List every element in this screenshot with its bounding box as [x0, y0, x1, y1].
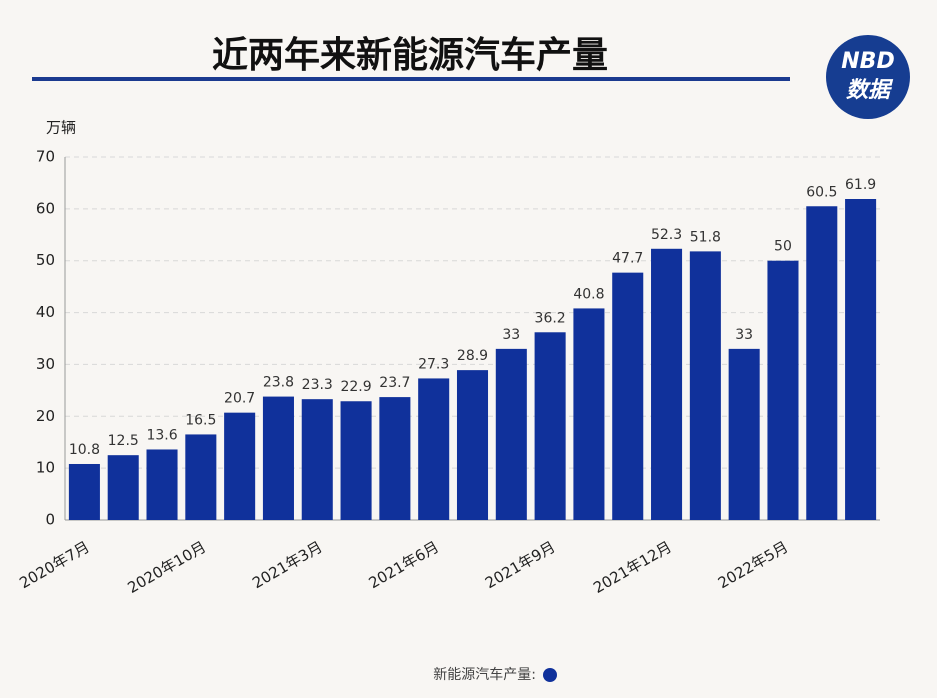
y-tick-label: 60 [36, 199, 55, 217]
value-label: 51.8 [690, 229, 721, 245]
bar [689, 251, 721, 520]
bar [146, 449, 178, 520]
bar [495, 348, 527, 520]
bar [107, 455, 139, 520]
value-label: 20.7 [224, 391, 255, 407]
value-label: 50 [774, 239, 792, 255]
y-tick-label: 10 [36, 459, 55, 477]
value-label: 16.5 [185, 412, 216, 428]
value-label: 23.8 [263, 375, 294, 391]
legend-swatch [543, 668, 557, 682]
bar [456, 370, 489, 520]
bar [262, 396, 294, 520]
y-tick-label: 0 [45, 511, 55, 529]
y-tick-label: 30 [36, 355, 55, 373]
x-tick-label: 2021年9月 [482, 538, 558, 592]
x-tick-label: 2021年6月 [366, 538, 442, 592]
chart-title: 近两年来新能源汽车产量 [212, 35, 608, 76]
x-tick-label: 2021年12月 [590, 538, 675, 597]
bar [573, 308, 605, 520]
legend-label: 新能源汽车产量: [433, 666, 536, 683]
bar [68, 463, 100, 520]
value-label: 33 [735, 327, 753, 343]
bar [379, 397, 411, 520]
value-label: 61.9 [845, 177, 876, 193]
value-label: 40.8 [573, 286, 604, 302]
y-tick-label: 40 [36, 303, 55, 321]
value-label: 33 [502, 327, 520, 343]
bar [767, 260, 799, 520]
value-label: 10.8 [69, 442, 100, 458]
bar [340, 401, 372, 520]
value-label: 47.7 [612, 251, 643, 267]
bar [728, 348, 760, 520]
x-tick-label: 2020年10月 [125, 538, 210, 597]
x-tick-label: 2022年5月 [715, 538, 791, 592]
bar [224, 412, 256, 520]
value-label: 22.9 [340, 379, 371, 395]
value-label: 60.5 [806, 184, 837, 200]
bar [418, 378, 450, 520]
bar [612, 272, 644, 520]
value-label: 23.3 [302, 377, 333, 393]
value-label: 13.6 [146, 427, 177, 443]
y-tick-label: 70 [36, 148, 55, 166]
value-label: 28.9 [457, 348, 488, 364]
x-tick-label: 2020年7月 [16, 538, 92, 592]
logo [826, 35, 910, 119]
logo-top: NBD [841, 49, 894, 74]
bar [185, 434, 217, 520]
bar [845, 199, 877, 521]
value-label: 12.5 [108, 433, 139, 449]
value-label: 36.2 [535, 310, 566, 326]
y-tick-label: 20 [36, 407, 55, 425]
y-unit: 万辆 [46, 119, 76, 137]
bar [806, 206, 838, 520]
value-label: 27.3 [418, 356, 449, 372]
y-tick-label: 50 [36, 251, 55, 269]
value-label: 23.7 [379, 375, 410, 391]
value-label: 52.3 [651, 227, 682, 243]
bar [534, 332, 566, 520]
title-underline [32, 77, 790, 81]
logo-bottom: 数据 [846, 78, 894, 103]
bar [651, 248, 683, 520]
bar [301, 399, 333, 520]
x-tick-label: 2021年3月 [249, 538, 325, 592]
